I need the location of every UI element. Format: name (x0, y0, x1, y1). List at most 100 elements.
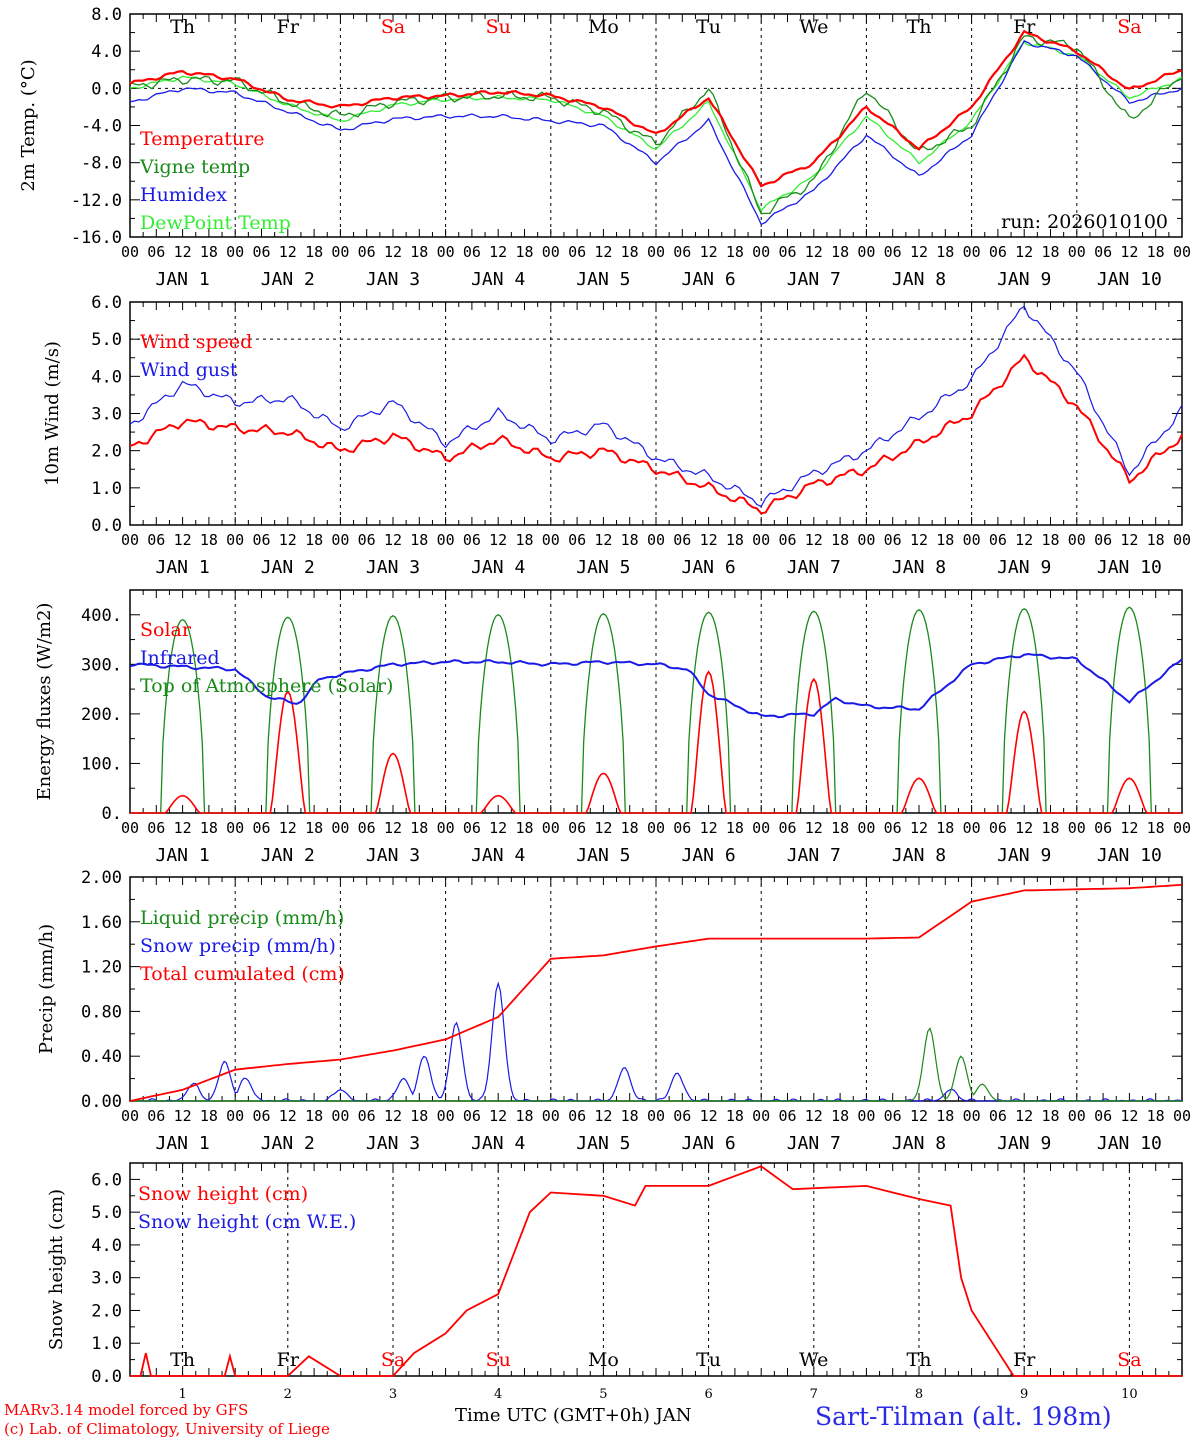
hour-tick-label: 18 (936, 819, 954, 837)
hour-tick-label: 18 (831, 531, 849, 549)
day-name: Sa (381, 1349, 405, 1371)
y-tick-label: -16.0 (71, 228, 122, 248)
hour-tick-label: 00 (542, 243, 560, 261)
hour-tick-label: 06 (147, 819, 165, 837)
hour-tick-label: 06 (884, 243, 902, 261)
hour-tick-label: 12 (384, 531, 402, 549)
series-line-solar (130, 670, 1182, 814)
hour-tick-label: 18 (1147, 1107, 1165, 1125)
y-tick-label: 300. (81, 655, 122, 675)
hour-tick-label: 12 (805, 819, 823, 837)
day-name: Fr (277, 1349, 300, 1371)
hour-tick-label: 12 (279, 819, 297, 837)
legend-entry: Temperature (140, 128, 264, 150)
hour-tick-label: 00 (1173, 819, 1191, 837)
hour-tick-label: 12 (489, 819, 507, 837)
hour-tick-label: 00 (437, 1107, 455, 1125)
hour-tick-label: 00 (647, 531, 665, 549)
day-name: Fr (1013, 16, 1036, 38)
date-label: JAN 9 (997, 1133, 1051, 1154)
day-number-label: 1 (178, 1387, 186, 1402)
hour-tick-label: 00 (121, 243, 139, 261)
y-tick-label: 4.0 (91, 367, 122, 387)
date-label: JAN 3 (366, 269, 420, 290)
hour-tick-label: 18 (726, 243, 744, 261)
day-name: Fr (277, 16, 300, 38)
series-line-infrared (129, 652, 1183, 719)
day-number-label: 4 (494, 1387, 502, 1402)
day-name: Tu (696, 1349, 721, 1371)
hour-tick-label: 18 (305, 531, 323, 549)
date-label: JAN 3 (366, 1133, 420, 1154)
hour-tick-label: 12 (384, 243, 402, 261)
hour-tick-label: 12 (594, 531, 612, 549)
hour-tick-label: 06 (989, 531, 1007, 549)
date-label: JAN 4 (471, 557, 525, 578)
y-axis-label: Energy fluxes (W/m2) (34, 603, 55, 801)
hour-tick-label: 12 (1120, 819, 1138, 837)
hour-tick-label: 06 (463, 1107, 481, 1125)
hour-tick-label: 12 (910, 531, 928, 549)
date-label: JAN 10 (1097, 1133, 1162, 1154)
hour-tick-label: 06 (1094, 243, 1112, 261)
y-tick-label: 400. (81, 606, 122, 626)
day-number-label: 3 (389, 1387, 397, 1402)
hour-tick-label: 06 (884, 531, 902, 549)
hour-tick-label: 06 (1094, 819, 1112, 837)
credit-line-2: (c) Lab. of Climatology, University of L… (4, 1420, 330, 1438)
series-line-wind-speed (129, 353, 1183, 515)
hour-tick-label: 18 (1147, 531, 1165, 549)
date-label: JAN 6 (682, 845, 736, 866)
hour-tick-label: 12 (805, 1107, 823, 1125)
hour-tick-label: 06 (463, 819, 481, 837)
hour-tick-label: 06 (989, 243, 1007, 261)
hour-tick-label: 06 (884, 819, 902, 837)
date-label: JAN 7 (787, 557, 841, 578)
hour-tick-label: 12 (174, 1107, 192, 1125)
y-tick-label: 2.0 (91, 1301, 122, 1321)
hour-tick-label: 18 (1147, 243, 1165, 261)
hour-tick-label: 18 (936, 243, 954, 261)
hour-tick-label: 00 (542, 1107, 560, 1125)
hour-tick-label: 18 (831, 243, 849, 261)
series-line-liquid-precip (130, 1027, 1182, 1102)
hour-tick-label: 12 (910, 243, 928, 261)
legend-entry: Total cumulated (cm) (140, 963, 345, 985)
hour-tick-label: 12 (489, 531, 507, 549)
legend-entry: Solar (140, 619, 192, 641)
y-tick-label: 2.0 (91, 442, 122, 462)
date-label: JAN 2 (261, 1133, 315, 1154)
hour-tick-label: 06 (1094, 531, 1112, 549)
y-tick-label: 0. (102, 804, 122, 824)
hour-tick-label: 18 (726, 1107, 744, 1125)
y-tick-label: 6.0 (91, 1170, 122, 1190)
hour-tick-label: 12 (594, 819, 612, 837)
hour-tick-label: 06 (778, 531, 796, 549)
hour-tick-label: 18 (726, 531, 744, 549)
date-label: JAN 10 (1097, 269, 1162, 290)
hour-tick-label: 18 (1041, 531, 1059, 549)
hour-tick-label: 18 (410, 243, 428, 261)
day-name: Mo (588, 1349, 619, 1371)
day-number-label: 7 (810, 1387, 818, 1402)
y-tick-label: 4.0 (91, 42, 122, 62)
hour-tick-label: 00 (331, 1107, 349, 1125)
hour-tick-label: 06 (463, 531, 481, 549)
hour-tick-label: 06 (989, 819, 1007, 837)
hour-tick-label: 18 (936, 1107, 954, 1125)
hour-tick-label: 18 (831, 819, 849, 837)
y-tick-label: 3.0 (91, 1269, 122, 1289)
legend-entry: Top of Atmosphere (Solar) (140, 675, 393, 697)
y-axis-label: Snow height (cm) (46, 1189, 67, 1350)
date-label: JAN 2 (261, 269, 315, 290)
hour-tick-label: 00 (121, 1107, 139, 1125)
hour-tick-label: 12 (1120, 531, 1138, 549)
hour-tick-label: 12 (700, 243, 718, 261)
legend-entry: Wind speed (140, 331, 252, 353)
y-tick-label: 5.0 (91, 330, 122, 350)
day-name: Tu (696, 16, 721, 38)
day-name: Su (486, 1349, 511, 1371)
day-number-label: 6 (704, 1387, 712, 1402)
hour-tick-label: 06 (252, 243, 270, 261)
hour-tick-label: 12 (594, 1107, 612, 1125)
